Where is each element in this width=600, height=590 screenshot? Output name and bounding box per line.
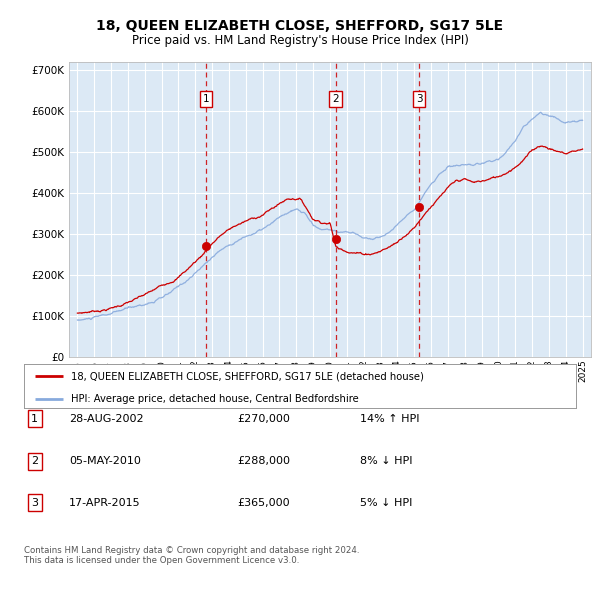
Text: £365,000: £365,000 [237,498,290,507]
Text: 18, QUEEN ELIZABETH CLOSE, SHEFFORD, SG17 5LE (detached house): 18, QUEEN ELIZABETH CLOSE, SHEFFORD, SG1… [71,372,424,381]
Text: 1: 1 [31,414,38,424]
Text: 3: 3 [31,498,38,507]
Text: 14% ↑ HPI: 14% ↑ HPI [360,414,419,424]
Text: 2: 2 [31,457,38,466]
Text: 18, QUEEN ELIZABETH CLOSE, SHEFFORD, SG17 5LE: 18, QUEEN ELIZABETH CLOSE, SHEFFORD, SG1… [97,19,503,33]
Text: 2: 2 [332,94,339,104]
Text: 1: 1 [203,94,209,104]
Text: 28-AUG-2002: 28-AUG-2002 [69,414,143,424]
Text: 05-MAY-2010: 05-MAY-2010 [69,457,141,466]
Text: 5% ↓ HPI: 5% ↓ HPI [360,498,412,507]
Text: 8% ↓ HPI: 8% ↓ HPI [360,457,413,466]
Text: Contains HM Land Registry data © Crown copyright and database right 2024.
This d: Contains HM Land Registry data © Crown c… [24,546,359,565]
Text: £270,000: £270,000 [237,414,290,424]
Text: £288,000: £288,000 [237,457,290,466]
Text: Price paid vs. HM Land Registry's House Price Index (HPI): Price paid vs. HM Land Registry's House … [131,34,469,47]
Text: 17-APR-2015: 17-APR-2015 [69,498,140,507]
Text: 3: 3 [416,94,422,104]
Text: HPI: Average price, detached house, Central Bedfordshire: HPI: Average price, detached house, Cent… [71,394,359,404]
